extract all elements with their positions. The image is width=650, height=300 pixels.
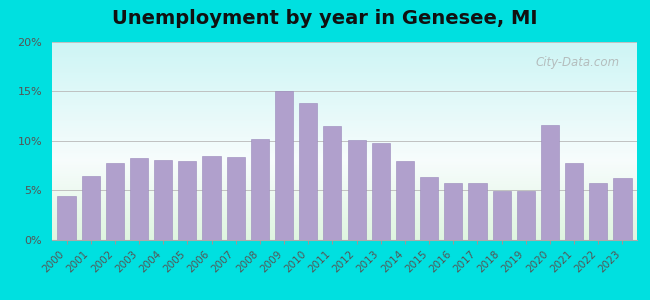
Bar [130, 158, 148, 240]
Text: City-Data.com: City-Data.com [536, 56, 619, 69]
Text: Unemployment by year in Genesee, MI: Unemployment by year in Genesee, MI [112, 9, 538, 28]
Bar [493, 191, 511, 240]
Bar [420, 177, 438, 240]
Bar [82, 176, 99, 240]
Bar [396, 161, 414, 240]
Bar [469, 183, 486, 240]
Bar [227, 157, 245, 240]
Bar [541, 125, 559, 240]
Bar [444, 183, 462, 240]
Bar [348, 140, 366, 240]
Bar [251, 139, 269, 240]
Bar [106, 163, 124, 240]
Bar [372, 143, 390, 240]
Bar [590, 183, 607, 240]
Bar [178, 161, 196, 240]
Bar [57, 196, 75, 240]
Bar [203, 156, 220, 240]
Bar [565, 163, 583, 240]
Bar [323, 126, 341, 240]
Bar [517, 191, 535, 240]
Bar [275, 92, 293, 240]
Bar [154, 160, 172, 240]
Bar [299, 103, 317, 240]
Bar [614, 178, 632, 240]
